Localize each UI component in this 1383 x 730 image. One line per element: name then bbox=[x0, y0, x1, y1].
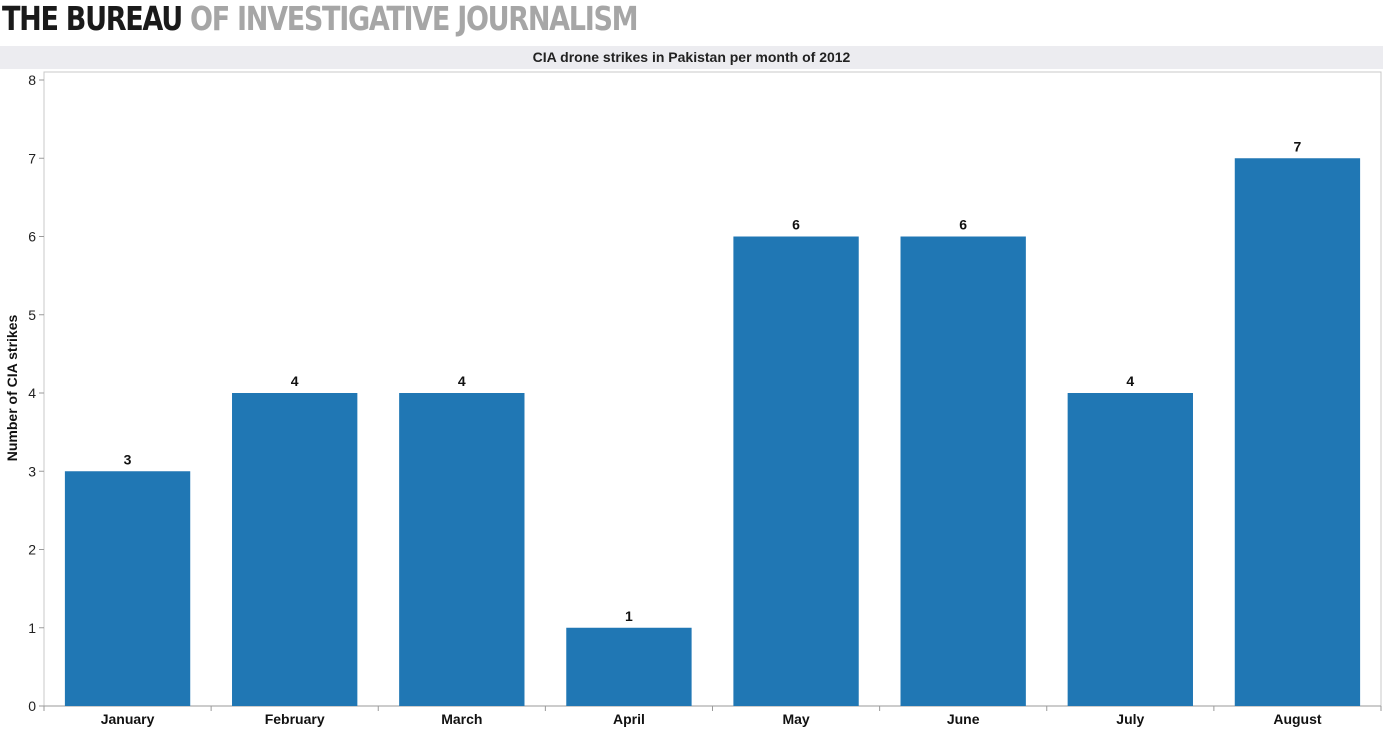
x-category-label: March bbox=[441, 711, 482, 727]
bar[interactable] bbox=[900, 236, 1026, 707]
x-category-label: February bbox=[265, 711, 325, 727]
y-tick-label: 8 bbox=[28, 72, 36, 88]
bar-value-label: 4 bbox=[1126, 373, 1134, 389]
y-tick-label: 4 bbox=[28, 385, 36, 401]
x-category-label: April bbox=[613, 711, 645, 727]
bar[interactable] bbox=[1234, 158, 1361, 706]
logo-text-light: OF INVESTIGATIVE JOURNALISM bbox=[181, 0, 639, 38]
bar[interactable] bbox=[64, 471, 191, 706]
bar[interactable] bbox=[733, 236, 859, 707]
bar-value-label: 4 bbox=[458, 373, 466, 389]
x-category-label: June bbox=[947, 711, 980, 727]
y-tick-label: 5 bbox=[28, 307, 36, 323]
x-category-label: January bbox=[101, 711, 155, 727]
x-category-label: August bbox=[1273, 711, 1322, 727]
bar[interactable] bbox=[566, 627, 692, 706]
bar[interactable] bbox=[1067, 393, 1193, 706]
bureau-logo: THE BUREAU OF INVESTIGATIVE JOURNALISM bbox=[2, 0, 639, 38]
bar-value-label: 6 bbox=[959, 217, 967, 233]
y-tick-label: 7 bbox=[28, 150, 36, 166]
chart-title: CIA drone strikes in Pakistan per month … bbox=[0, 46, 1383, 69]
x-category-label: July bbox=[1116, 711, 1144, 727]
y-tick-label: 1 bbox=[28, 620, 36, 636]
bar-value-label: 7 bbox=[1294, 138, 1302, 154]
x-category-label: May bbox=[782, 711, 809, 727]
y-tick-label: 2 bbox=[28, 542, 36, 558]
logo-text-bold: THE BUREAU bbox=[2, 0, 183, 38]
bar[interactable] bbox=[399, 393, 525, 706]
y-tick-label: 6 bbox=[28, 229, 36, 245]
bar-value-label: 4 bbox=[291, 373, 299, 389]
bar-value-label: 6 bbox=[792, 217, 800, 233]
bar-value-label: 1 bbox=[625, 608, 633, 624]
bar-value-label: 3 bbox=[124, 451, 132, 467]
bar[interactable] bbox=[232, 393, 358, 706]
y-axis-title: Number of CIA strikes bbox=[4, 315, 20, 462]
y-tick-label: 3 bbox=[28, 463, 36, 479]
y-tick-label: 0 bbox=[28, 698, 36, 714]
